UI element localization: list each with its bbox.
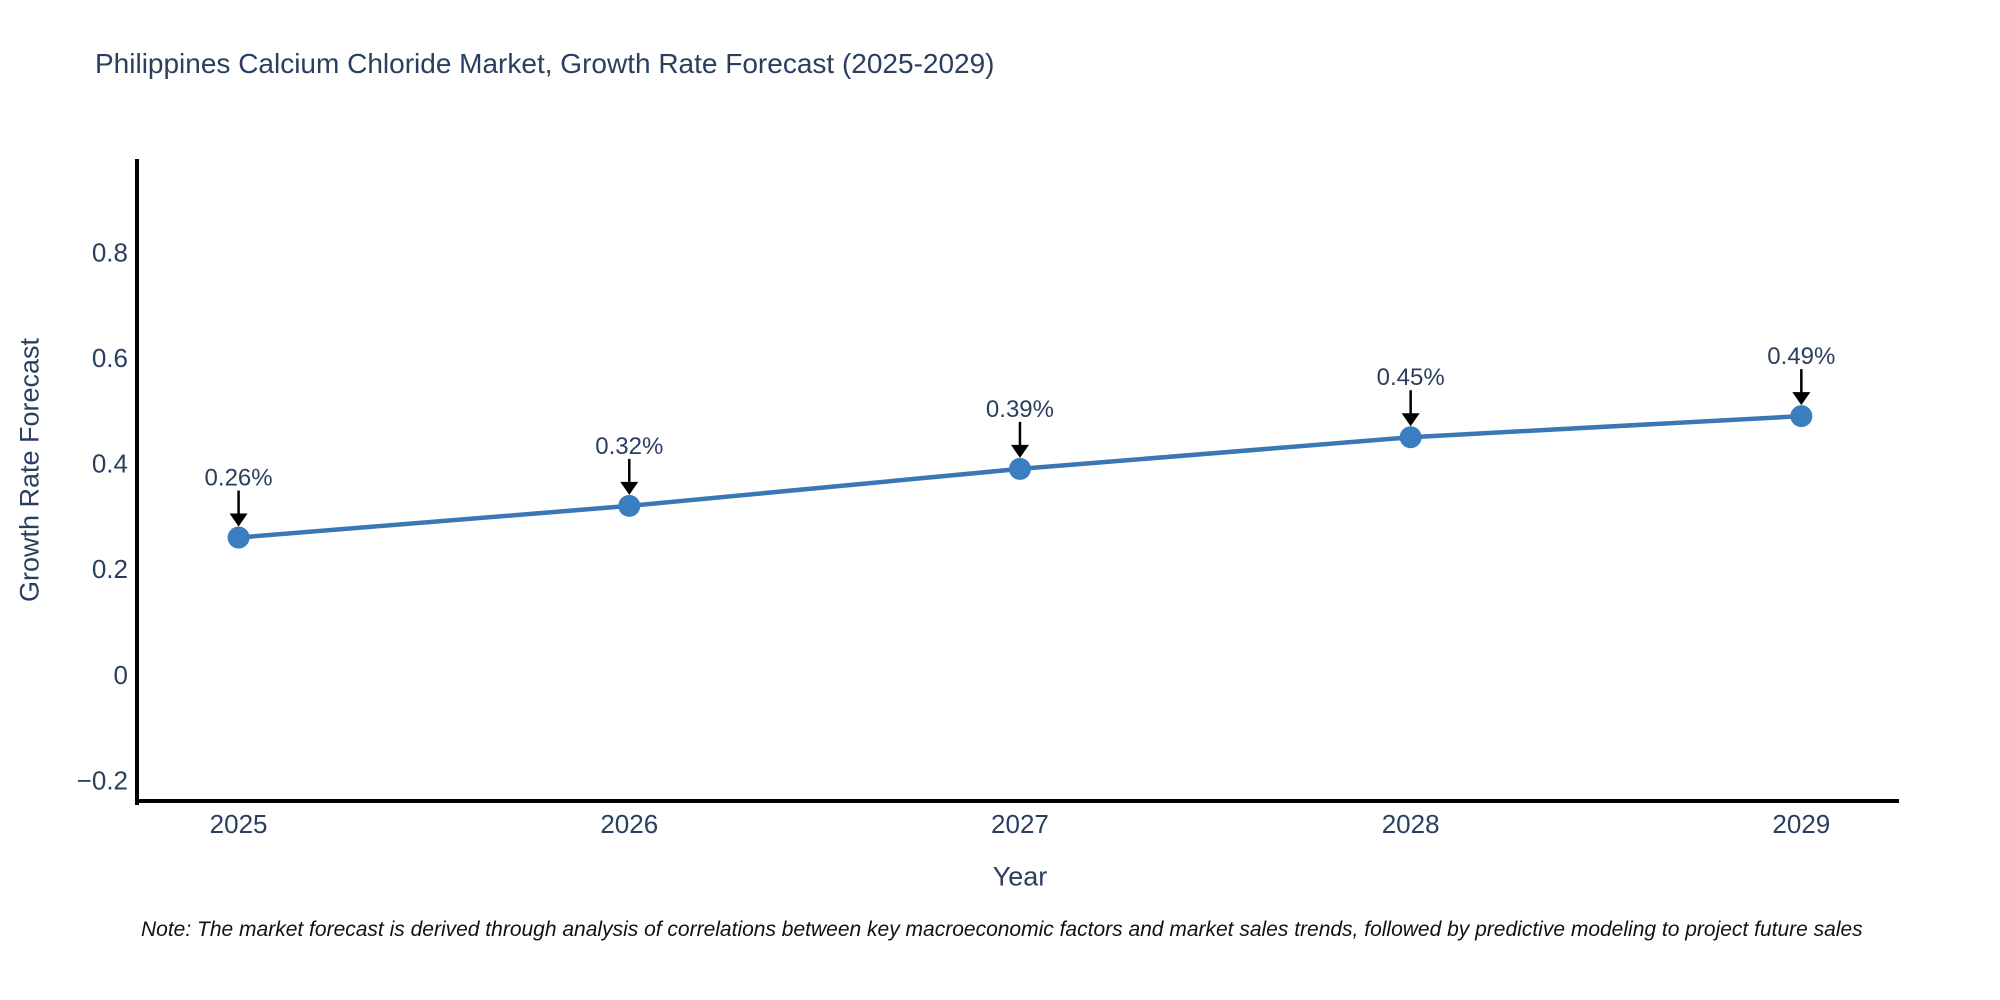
data-point-marker — [618, 494, 641, 517]
y-tick-label: 0.4 — [92, 449, 128, 479]
annotation-arrowhead — [1401, 413, 1420, 427]
y-tick-label: 0 — [114, 660, 128, 690]
y-tick-label: −0.2 — [77, 765, 128, 795]
data-point-marker — [227, 526, 250, 549]
annotation-arrowhead — [620, 481, 639, 495]
chart-title: Philippines Calcium Chloride Market, Gro… — [95, 48, 995, 79]
annotation-arrowhead — [229, 513, 248, 527]
x-axis-line — [135, 799, 1899, 803]
point-label: 0.32% — [595, 433, 663, 460]
point-label: 0.45% — [1377, 364, 1445, 391]
x-tick-label: 2027 — [991, 809, 1049, 839]
point-label: 0.39% — [986, 396, 1054, 423]
point-label: 0.26% — [205, 465, 273, 492]
data-point-marker — [1008, 457, 1031, 480]
x-tick-label: 2029 — [1772, 809, 1830, 839]
x-axis-title: Year — [992, 861, 1048, 892]
data-point-marker — [1399, 426, 1422, 449]
x-tick-label: 2025 — [210, 809, 268, 839]
x-tick-label: 2028 — [1382, 809, 1440, 839]
y-tick-label: 0.6 — [92, 343, 128, 373]
y-axis-line — [135, 159, 139, 805]
x-tick-label: 2026 — [600, 809, 658, 839]
data-point-marker — [1790, 405, 1813, 428]
annotation-arrowhead — [1010, 444, 1029, 458]
point-label: 0.49% — [1767, 343, 1835, 370]
footnote: Note: The market forecast is derived thr… — [141, 918, 1863, 941]
y-tick-label: 0.8 — [92, 237, 128, 267]
y-tick-label: 0.2 — [92, 554, 128, 584]
annotation-arrowhead — [1792, 392, 1811, 406]
